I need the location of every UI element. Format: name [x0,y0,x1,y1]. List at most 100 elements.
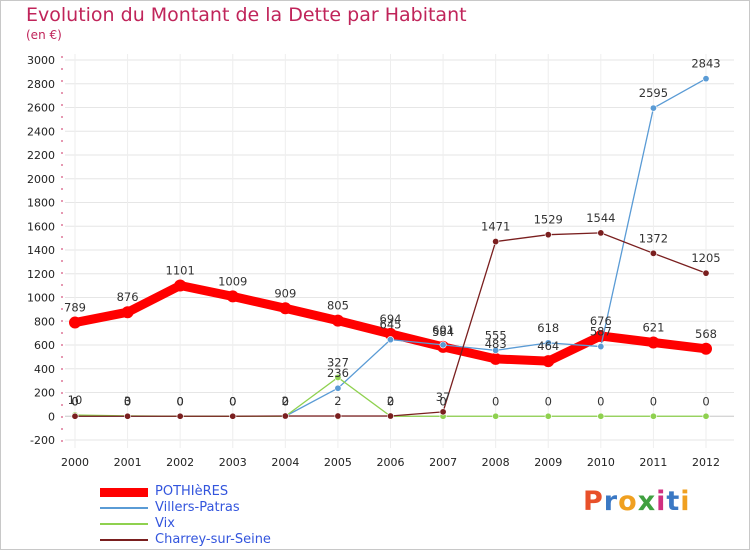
y-tick-label: 2800 [27,78,55,91]
logo-letter: t [666,486,681,517]
data-label: 0 [177,394,184,408]
data-label: 0 [229,394,236,408]
data-label: 805 [327,299,349,313]
y-tick-label: 1200 [27,268,55,281]
x-tick-label: 2007 [429,456,457,469]
data-label: 584 [432,325,454,339]
data-label: 0 [545,394,552,408]
data-point [439,341,447,349]
x-tick-label: 2003 [219,456,247,469]
data-point [492,412,500,420]
x-tick-label: 2008 [482,456,510,469]
data-label: 568 [695,327,717,341]
data-label: 645 [380,318,402,332]
data-point [124,412,132,420]
data-label: 37 [436,390,451,404]
data-label: 0 [71,394,78,408]
data-label: 0 [387,394,394,408]
logo-letter: r [603,486,619,517]
data-label: 601 [432,323,454,337]
data-label: 1372 [639,231,668,245]
data-label: 0 [492,394,499,408]
data-point [334,412,342,420]
x-tick-label: 2011 [639,456,667,469]
data-label: 2595 [639,86,668,100]
data-point [647,336,660,349]
data-label: 0 [229,394,236,408]
data-point [489,352,502,365]
data-label: 0 [439,394,446,408]
data-point [229,412,237,420]
proxiti-logo: Proxiti [583,486,691,517]
data-label: 876 [117,290,139,304]
data-label: 0 [71,394,78,408]
data-label: 2843 [691,57,720,71]
data-point [121,306,134,319]
legend-swatch [100,523,148,525]
data-label: 1471 [481,220,510,234]
y-tick-label: 600 [34,339,55,352]
x-tick-label: 2000 [61,456,89,469]
data-label: 1101 [166,264,195,278]
data-point [597,229,605,237]
data-point [544,231,552,239]
data-point [174,279,187,292]
logo-letter: x [637,486,657,517]
data-point [384,327,397,340]
data-label: 789 [64,301,86,315]
data-label: 10 [68,393,83,407]
legend-swatch [100,539,148,541]
chart-subtitle: (en €) [26,28,62,42]
data-label: 3 [124,394,131,408]
y-tick-label: 2000 [27,173,55,186]
data-label: 694 [380,312,402,326]
y-tick-label: 2200 [27,149,55,162]
y-tick-label: 1400 [27,244,55,257]
y-tick-label: 2400 [27,125,55,138]
data-label: 1205 [691,251,720,265]
y-tick-label: 2600 [27,102,55,115]
data-label: 236 [327,366,349,380]
data-label: 2 [282,394,289,408]
data-label: 2 [334,394,341,408]
data-label: 555 [485,328,507,342]
data-point [439,408,447,416]
y-tick-label: 400 [34,363,55,376]
y-tick-label: 200 [34,387,55,400]
legend-item: POTHIèRES [100,484,350,500]
data-point [649,249,657,257]
legend-item: Vix [100,516,350,532]
logo-letter: i [680,486,691,517]
x-tick-label: 2010 [587,456,615,469]
data-point [597,412,605,420]
data-point [649,104,657,112]
data-label: 0 [177,394,184,408]
data-label: 0 [124,394,131,408]
data-point [386,412,394,420]
data-point [69,316,81,329]
x-tick-label: 2001 [114,456,142,469]
legend-label: Charrey-sur-Seine [155,532,271,547]
data-point [597,343,605,351]
data-label: 0 [702,394,709,408]
data-label: 0 [597,394,604,408]
data-point [71,412,79,420]
y-tick-label: 0 [48,410,55,423]
data-point [331,314,344,327]
logo-letter: i [656,486,667,517]
data-point [702,75,710,83]
x-tick-label: 2009 [534,456,562,469]
data-point [702,412,710,420]
data-label: 0 [177,394,184,408]
data-point [649,412,657,420]
y-tick-label: 3000 [27,54,55,67]
data-point [386,336,394,344]
data-label: 0 [229,394,236,408]
y-tick-label: 800 [34,315,55,328]
data-label: 0 [282,394,289,408]
data-label: 2 [387,394,394,408]
data-label: 1544 [586,211,615,225]
legend-label: POTHIèRES [155,484,229,499]
legend: POTHIèRES Villers-Patras Vix Charrey-sur-Se… [100,484,350,548]
